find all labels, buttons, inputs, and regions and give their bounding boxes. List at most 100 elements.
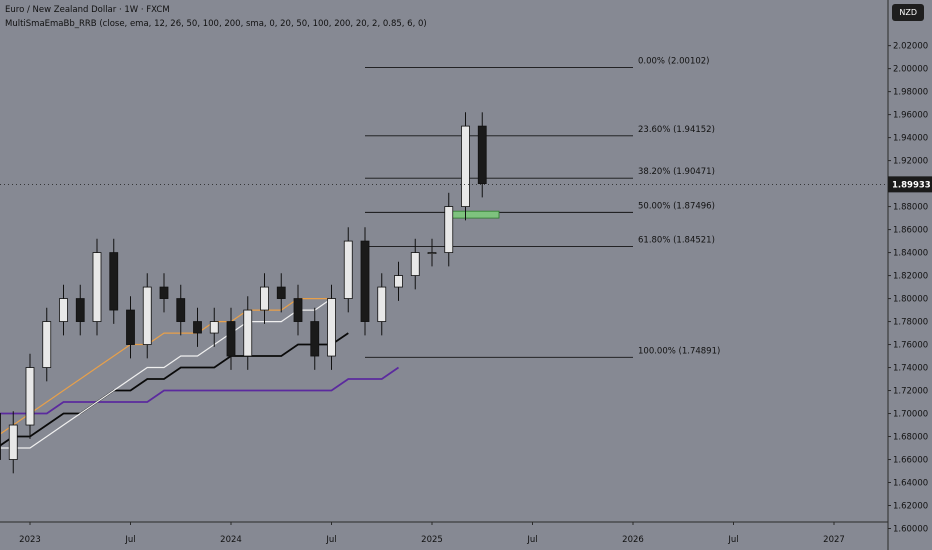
fib-label: 23.60% (1.94152) xyxy=(638,125,715,135)
x-tick-label: 2025 xyxy=(421,535,443,545)
moving-average-line xyxy=(0,366,400,415)
currency-button[interactable]: NZD xyxy=(892,4,924,21)
candle xyxy=(109,238,119,324)
y-tick-label: 1.78000 xyxy=(893,318,928,328)
candle-body xyxy=(75,298,85,322)
zone xyxy=(448,210,500,219)
candle xyxy=(176,284,186,336)
candle-body xyxy=(159,286,169,299)
candle xyxy=(159,273,169,313)
candle xyxy=(75,284,85,336)
y-tick-label: 1.70000 xyxy=(893,410,928,420)
candles xyxy=(0,112,487,474)
y-tick-label: 2.00000 xyxy=(893,65,928,75)
candle-body xyxy=(260,286,269,311)
candle-body xyxy=(377,286,387,322)
candle xyxy=(410,238,420,290)
y-tick-label: 1.94000 xyxy=(893,134,928,144)
axes xyxy=(0,0,889,550)
moving-average-line xyxy=(0,298,332,449)
fib-label: 38.20% (1.90471) xyxy=(638,167,715,177)
candle xyxy=(42,307,52,382)
candle-body xyxy=(209,321,219,334)
y-tick-label: 1.62000 xyxy=(893,502,928,512)
candle xyxy=(327,284,336,370)
candle xyxy=(209,307,219,347)
y-tick-label: 1.84000 xyxy=(893,249,928,259)
candle-body xyxy=(0,413,1,460)
candle xyxy=(377,273,387,336)
support-zone xyxy=(448,210,500,219)
candle-body xyxy=(310,321,320,357)
candle xyxy=(260,273,269,324)
candle-body xyxy=(42,321,52,368)
moving-averages xyxy=(0,298,400,449)
y-tick-label: 1.92000 xyxy=(893,157,928,167)
candle xyxy=(243,296,253,370)
candle xyxy=(92,238,102,336)
last-price-tag xyxy=(888,176,932,193)
candle-body xyxy=(293,298,303,322)
candle-body xyxy=(427,252,437,254)
y-tick-label: 1.60000 xyxy=(893,525,928,535)
fib-label: 0.00% (2.00102) xyxy=(638,56,710,66)
fib-label: 100.00% (1.74891) xyxy=(638,346,720,356)
moving-average-line xyxy=(0,332,349,447)
candle-body xyxy=(142,286,152,345)
y-tick-label: 1.66000 xyxy=(893,456,928,466)
candle-body xyxy=(360,240,370,322)
x-tick-label: Jul xyxy=(124,535,135,545)
candle xyxy=(477,112,487,198)
y-tick-label: 2.02000 xyxy=(893,42,928,52)
x-tick-label: 2023 xyxy=(19,535,41,545)
candle-body xyxy=(193,321,202,334)
y-tick-label: 1.88000 xyxy=(893,203,928,213)
candle-body xyxy=(477,125,487,184)
candle xyxy=(427,238,437,267)
candle xyxy=(193,307,202,347)
candle xyxy=(293,284,303,336)
candle-body xyxy=(25,367,35,426)
candle-body xyxy=(126,309,135,345)
candle xyxy=(126,296,135,359)
candle-body xyxy=(394,275,403,288)
candle xyxy=(276,273,286,313)
candle-body xyxy=(176,298,186,322)
candle-body xyxy=(444,206,454,253)
y-tick-label: 1.86000 xyxy=(893,226,928,236)
candle-body xyxy=(343,240,353,299)
y-tick-label: 1.68000 xyxy=(893,433,928,443)
candle-body xyxy=(8,424,18,460)
moving-average-line xyxy=(0,298,332,435)
candle xyxy=(444,192,454,267)
candle-body xyxy=(92,252,102,322)
indicator-legend[interactable]: MultiSmaEmaBb_RRB (close, ema, 12, 26, 5… xyxy=(5,19,427,29)
candle xyxy=(226,307,236,370)
x-tick-label: 2024 xyxy=(220,535,242,545)
candle-body xyxy=(109,252,119,311)
x-tick-label: 2027 xyxy=(823,535,845,545)
candle-body xyxy=(327,298,336,357)
candle xyxy=(25,353,35,439)
candle xyxy=(360,227,370,336)
y-tick-label: 1.80000 xyxy=(893,295,928,305)
x-tick-label: Jul xyxy=(325,535,336,545)
y-tick-label: 1.72000 xyxy=(893,387,928,397)
candle xyxy=(142,273,152,359)
candle-body xyxy=(226,321,236,357)
candle xyxy=(310,307,320,370)
candle xyxy=(394,261,403,301)
fib-label: 61.80% (1.84521) xyxy=(638,236,715,246)
candle xyxy=(59,284,68,336)
x-tick-label: Jul xyxy=(727,535,738,545)
candle-body xyxy=(461,125,470,207)
candle xyxy=(8,411,18,474)
candle-body xyxy=(410,252,420,276)
fib-label: 50.00% (1.87496) xyxy=(638,201,715,211)
chart-title: Euro / New Zealand Dollar · 1W · FXCM xyxy=(5,5,170,15)
y-tick-label: 1.98000 xyxy=(893,88,928,98)
x-tick-label: 2026 xyxy=(622,535,644,545)
candle-body xyxy=(59,298,68,322)
